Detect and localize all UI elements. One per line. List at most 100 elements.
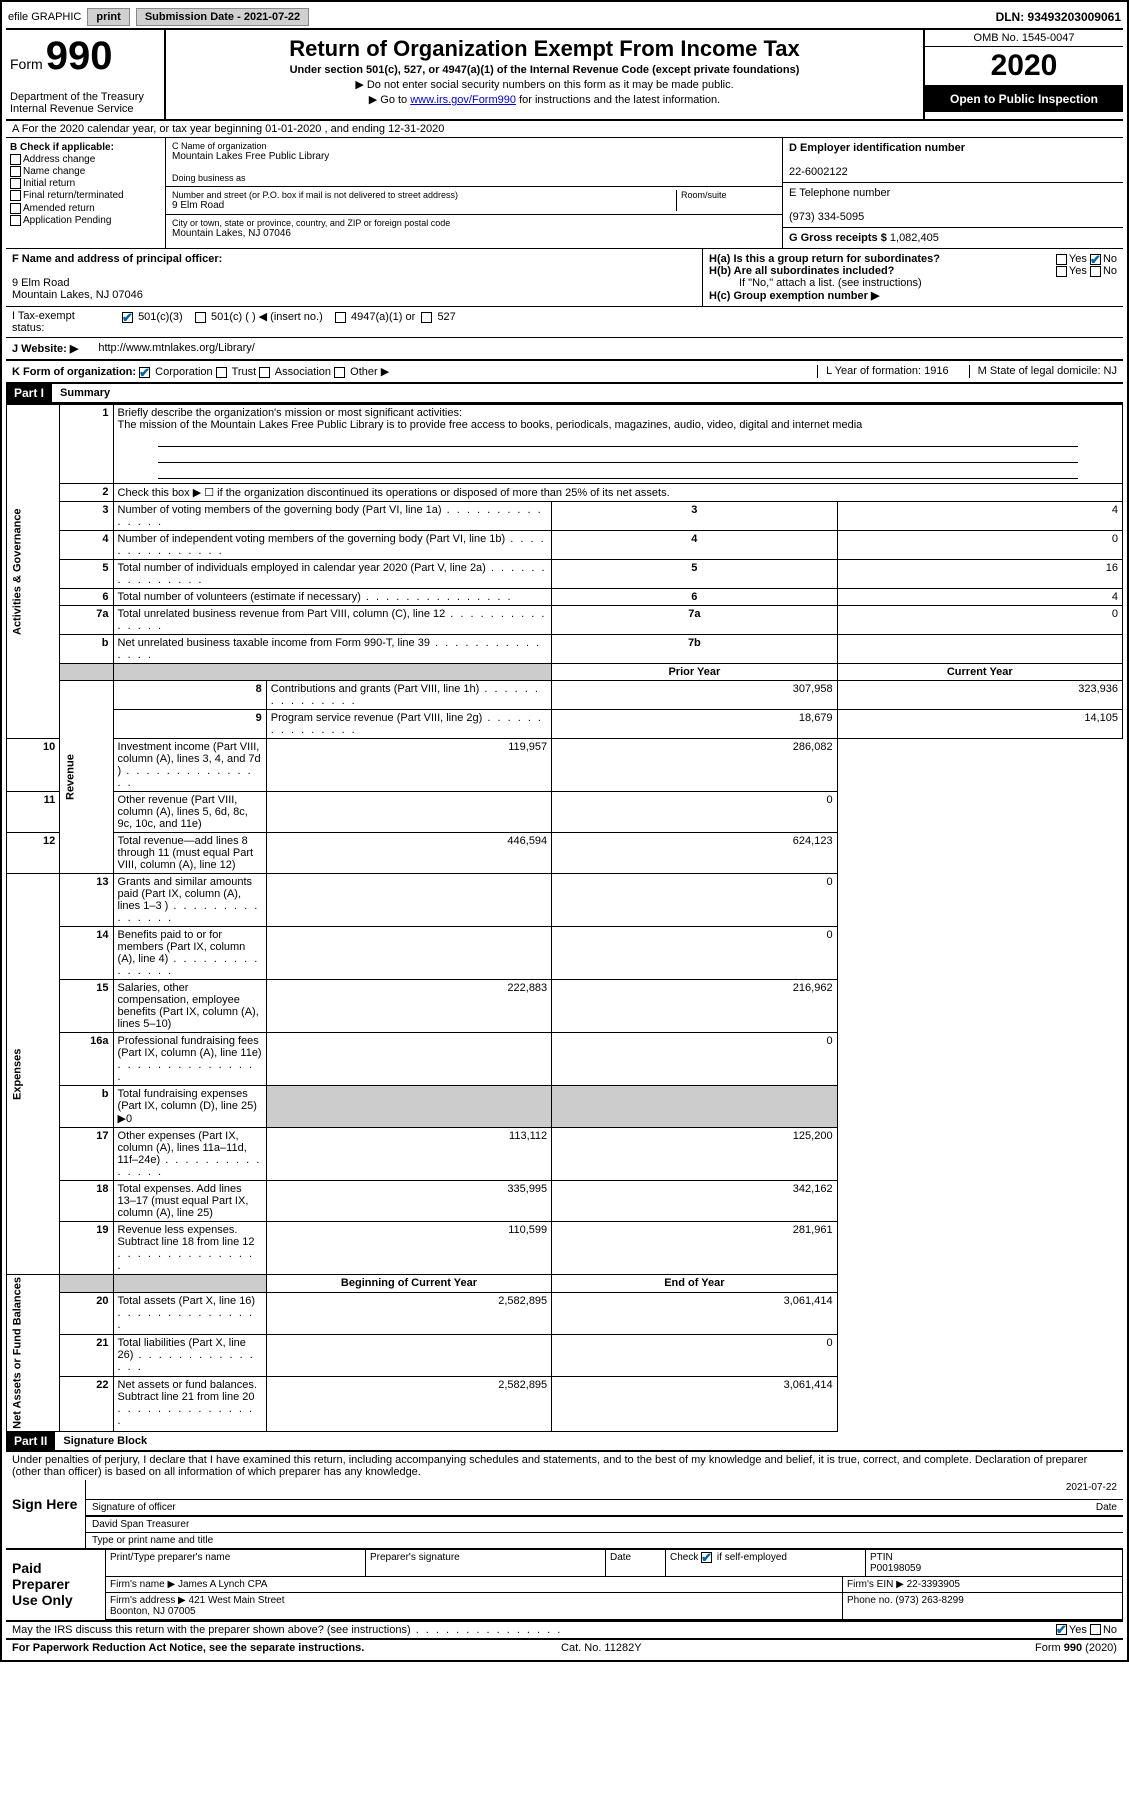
perjury-declaration: Under penalties of perjury, I declare th…	[6, 1452, 1123, 1480]
ha-no[interactable]: No	[1103, 253, 1117, 265]
form990-link[interactable]: www.irs.gov/Form990	[410, 94, 516, 106]
org-name-label: C Name of organization	[172, 141, 776, 151]
firm-ein-label: Firm's EIN ▶	[847, 1579, 904, 1590]
chk-other[interactable]	[334, 367, 345, 378]
line-5: Total number of individuals employed in …	[113, 560, 552, 589]
year-formation: L Year of formation: 1916	[817, 365, 949, 378]
line-15: Salaries, other compensation, employee b…	[113, 980, 266, 1033]
q2-label: Check this box ▶ ☐ if the organization d…	[113, 484, 1122, 502]
org-name: Mountain Lakes Free Public Library	[172, 151, 776, 162]
city-state-zip: Mountain Lakes, NJ 07046	[172, 228, 776, 239]
line-9: Program service revenue (Part VIII, line…	[266, 710, 551, 739]
chk-trust[interactable]	[216, 367, 227, 378]
vert-governance: Activities & Governance	[7, 405, 60, 739]
tax-options: 501(c)(3) 501(c) ( ) ◀ (insert no.) 4947…	[116, 307, 1123, 337]
section-bcd: B Check if applicable: Address change Na…	[6, 138, 1123, 249]
goto-post: for instructions and the latest informat…	[519, 94, 720, 106]
hdr-end: End of Year	[552, 1275, 837, 1293]
subtitle-1: Under section 501(c), 527, or 4947(a)(1)…	[172, 64, 917, 76]
form-word: Form	[10, 56, 43, 72]
chk-amended[interactable]: Amended return	[10, 203, 161, 214]
website-label: J Website: ▶	[12, 342, 78, 355]
col-c-org-info: C Name of organization Mountain Lakes Fr…	[166, 138, 783, 248]
print-button[interactable]: print	[87, 8, 129, 26]
vert-revenue: Revenue	[60, 681, 113, 874]
discuss-no-chk[interactable]	[1090, 1624, 1101, 1635]
preparer-sig-hdr: Preparer's signature	[366, 1550, 606, 1577]
submission-date-button[interactable]: Submission Date - 2021-07-22	[136, 8, 309, 26]
part2-title: Signature Block	[55, 1433, 155, 1449]
tax-exempt-row: I Tax-exempt status: 501(c)(3) 501(c) ( …	[6, 307, 1123, 338]
chk-name-change[interactable]: Name change	[10, 166, 161, 177]
dln-label: DLN: 93493203009061	[996, 10, 1121, 24]
q1-answer: The mission of the Mountain Lakes Free P…	[118, 419, 863, 431]
line-18: Total expenses. Add lines 13–17 (must eq…	[113, 1181, 266, 1222]
paperwork-notice: For Paperwork Reduction Act Notice, see …	[12, 1642, 364, 1654]
paid-preparer-block: Paid Preparer Use Only Print/Type prepar…	[6, 1550, 1123, 1622]
header: Form 990 Department of the Treasury Inte…	[6, 30, 1123, 121]
date-label: Date	[1096, 1502, 1117, 1513]
chk-address-change[interactable]: Address change	[10, 154, 161, 165]
discuss-yes: Yes	[1069, 1624, 1087, 1636]
part1-badge: Part I	[6, 384, 52, 402]
line-22: Net assets or fund balances. Subtract li…	[113, 1377, 266, 1432]
phone-label: Phone no.	[847, 1595, 893, 1606]
line-7a: Total unrelated business revenue from Pa…	[113, 606, 552, 635]
firm-phone: (973) 263-8299	[895, 1595, 963, 1606]
chk-final-return[interactable]: Final return/terminated	[10, 190, 161, 201]
cat-no: Cat. No. 11282Y	[561, 1642, 642, 1654]
form-number-box: Form 990 Department of the Treasury Inte…	[6, 30, 166, 119]
val-4: 0	[837, 531, 1122, 560]
line-7b: Net unrelated business taxable income fr…	[113, 635, 552, 664]
preparer-name-hdr: Print/Type preparer's name	[106, 1550, 366, 1577]
hb-yes[interactable]: Yes	[1069, 265, 1087, 277]
line-6: Total number of volunteers (estimate if …	[113, 589, 552, 606]
line-12: Total revenue—add lines 8 through 11 (mu…	[113, 833, 266, 874]
top-bar: efile GRAPHIC print Submission Date - 20…	[6, 6, 1123, 30]
line-21: Total liabilities (Part X, line 26)	[113, 1334, 266, 1376]
chk-527[interactable]	[421, 312, 432, 323]
city-label: City or town, state or province, country…	[172, 218, 776, 228]
sig-date: 2021-07-22	[1066, 1482, 1117, 1497]
val-7a: 0	[837, 606, 1122, 635]
chk-association[interactable]	[259, 367, 270, 378]
efile-label: efile GRAPHIC	[8, 11, 81, 23]
chk-4947[interactable]	[335, 312, 346, 323]
h-group-return: H(a) Is this a group return for subordin…	[703, 249, 1123, 306]
state-domicile: M State of legal domicile: NJ	[969, 365, 1117, 378]
vert-net-assets: Net Assets or Fund Balances	[7, 1275, 60, 1432]
chk-501c3[interactable]	[122, 312, 133, 323]
col-b-checkboxes: B Check if applicable: Address change Na…	[6, 138, 166, 248]
line-20: Total assets (Part X, line 16)	[113, 1292, 266, 1334]
firm-ein: 22-3393905	[907, 1579, 960, 1590]
q1-label: Briefly describe the organization's miss…	[118, 407, 462, 419]
chk-initial-return[interactable]: Initial return	[10, 178, 161, 189]
hc-label: H(c) Group exemption number ▶	[709, 290, 879, 302]
hdr-prior: Prior Year	[552, 664, 837, 681]
val-3: 4	[837, 502, 1122, 531]
gross-label: G Gross receipts $	[789, 232, 887, 244]
hb-no[interactable]: No	[1103, 265, 1117, 277]
fh-row: F Name and address of principal officer:…	[6, 249, 1123, 307]
line-10: Investment income (Part VIII, column (A)…	[113, 739, 266, 792]
self-employed-cell: Check if self-employed	[666, 1550, 866, 1577]
gross-value: 1,082,405	[890, 232, 939, 244]
tax-year: 2020	[925, 47, 1123, 86]
chk-self-employed[interactable]	[701, 1552, 712, 1563]
val-5: 16	[837, 560, 1122, 589]
part1-title: Summary	[52, 385, 118, 401]
ha-label: H(a) Is this a group return for subordin…	[709, 253, 940, 265]
discuss-yes-chk[interactable]	[1056, 1624, 1067, 1635]
val-7b	[837, 635, 1122, 664]
chk-corporation[interactable]	[139, 367, 150, 378]
ptin-cell: PTINP00198059	[866, 1550, 1123, 1577]
part2-header: Part II Signature Block	[6, 1432, 1123, 1452]
line-4: Number of independent voting members of …	[113, 531, 552, 560]
chk-application-pending[interactable]: Application Pending	[10, 215, 161, 226]
addr-label: Number and street (or P.O. box if mail i…	[172, 190, 676, 200]
discuss-question: May the IRS discuss this return with the…	[12, 1624, 562, 1636]
ha-yes[interactable]: Yes	[1069, 253, 1087, 265]
sign-here-block: Sign Here 2021-07-22 Signature of office…	[6, 1480, 1123, 1550]
chk-501c[interactable]	[195, 312, 206, 323]
discuss-no: No	[1103, 1624, 1117, 1636]
